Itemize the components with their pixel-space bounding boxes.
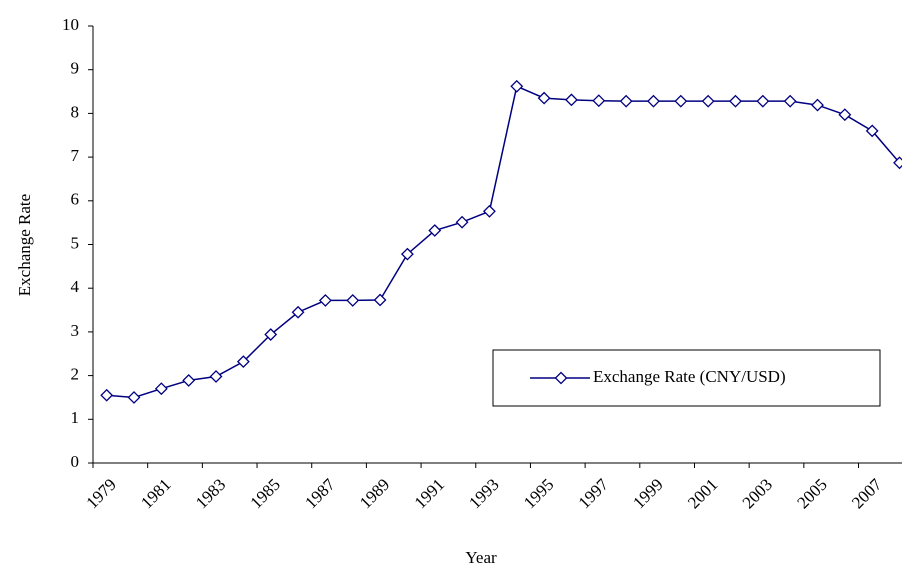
x-tick-label: 1979 [83,475,120,512]
x-tick-label: 1995 [520,475,557,512]
data-point [291,305,305,319]
data-point [182,373,196,387]
y-tick-label: 1 [71,408,80,427]
data-point [537,91,551,105]
x-tick-label: 1999 [629,475,666,512]
data-point [483,204,496,218]
data-point [510,79,524,93]
data-point [236,355,250,369]
y-tick-label: 0 [71,452,80,471]
data-point [565,93,578,107]
x-tick-label: 2007 [848,475,886,513]
y-tick-label: 8 [71,102,80,121]
data-point [400,247,414,261]
y-tick-label: 6 [71,190,80,209]
data-point [373,293,387,307]
x-tick-label: 1993 [465,475,502,512]
data-point [318,294,332,307]
y-tick-label: 2 [71,365,80,384]
data-point [647,94,660,108]
legend-label: Exchange Rate (CNY/USD) [593,367,786,386]
data-point [756,94,770,108]
x-tick-label: 2005 [793,475,830,512]
x-tick-label: 1983 [192,475,229,512]
x-axis-title: Year [465,548,497,567]
data-point [893,156,902,170]
data-point [209,370,223,383]
data-point [729,94,742,108]
y-tick-label: 5 [71,233,80,252]
data-point [100,388,114,402]
data-point [346,294,360,307]
data-point [865,124,879,138]
data-point [674,94,688,108]
data-point [154,382,168,396]
x-tick-label: 1989 [356,475,393,512]
data-point [701,94,715,108]
data-point [783,94,797,108]
x-tick-label: 2003 [739,475,776,512]
y-tick-label: 9 [71,59,80,78]
x-tick-label: 1987 [301,475,339,513]
y-tick-label: 10 [62,15,79,34]
legend-marker [554,371,568,385]
x-tick-label: 1981 [137,475,174,512]
data-point [127,391,141,404]
y-axis-title: Exchange Rate [15,194,34,296]
data-point [264,328,278,341]
data-point [592,94,606,108]
data-point [455,215,469,229]
y-tick-label: 4 [71,277,80,296]
data-point [428,224,442,237]
x-tick-label: 2001 [684,475,721,512]
data-point [811,98,824,112]
y-tick-label: 7 [71,146,80,165]
x-tick-label: 1991 [411,475,448,512]
x-tick-label: 1985 [247,475,284,512]
x-tick-label: 1997 [575,475,613,513]
y-tick-label: 3 [71,321,80,340]
data-point [838,108,852,122]
data-point [619,94,633,108]
